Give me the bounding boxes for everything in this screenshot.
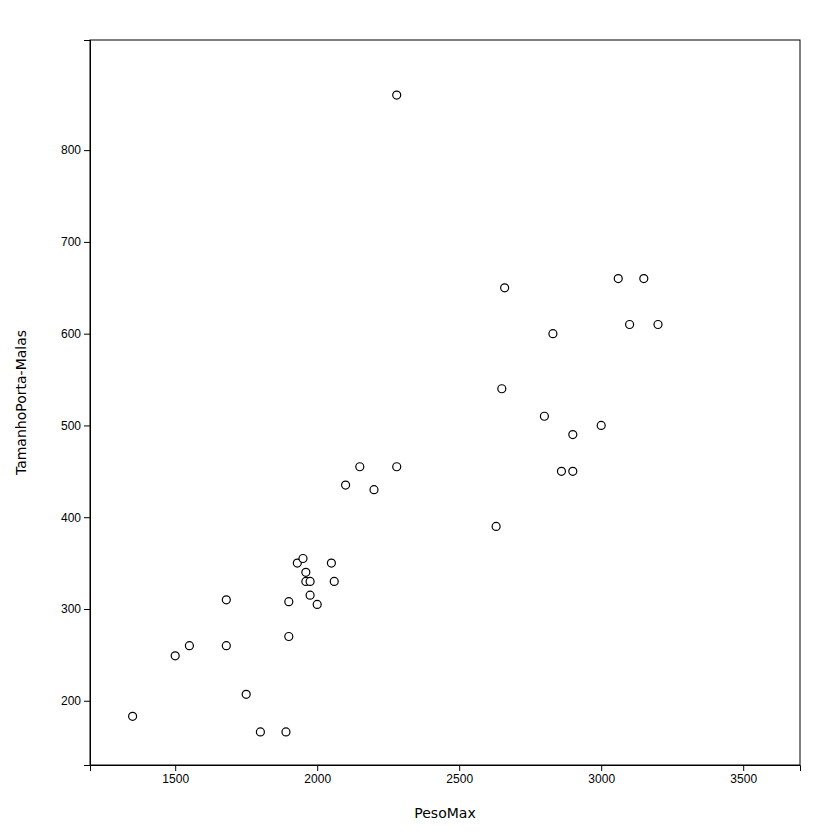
point bbox=[313, 600, 321, 608]
point bbox=[306, 591, 314, 599]
point bbox=[285, 633, 293, 641]
point bbox=[557, 467, 565, 475]
plot-frame bbox=[90, 40, 800, 765]
point bbox=[327, 559, 335, 567]
point bbox=[569, 467, 577, 475]
point bbox=[654, 320, 662, 328]
tick-mark bbox=[743, 765, 744, 771]
point bbox=[302, 568, 310, 576]
tick: 3500 bbox=[730, 765, 757, 786]
point bbox=[282, 728, 290, 736]
tick-label: 300 bbox=[61, 602, 81, 616]
tick-label: 400 bbox=[61, 511, 81, 525]
point bbox=[299, 555, 307, 563]
tick-label: 500 bbox=[61, 419, 81, 433]
point bbox=[342, 481, 350, 489]
point bbox=[242, 690, 250, 698]
point bbox=[222, 596, 230, 604]
point bbox=[540, 412, 548, 420]
points bbox=[129, 91, 662, 736]
x-axis: 1500 2000 2500 3000 3500 bbox=[91, 765, 801, 786]
chart: 1500 2000 2500 3000 3500 200 300 400 500 600 700 80… bbox=[0, 0, 840, 840]
tick: 200 bbox=[61, 694, 90, 708]
point bbox=[614, 275, 622, 283]
tick-label: 800 bbox=[61, 143, 81, 157]
tick-mark bbox=[175, 765, 176, 771]
point bbox=[640, 275, 648, 283]
tick-mark bbox=[317, 765, 318, 771]
tick-mark bbox=[84, 242, 90, 243]
tick-label: 200 bbox=[61, 694, 81, 708]
tick-label: 2500 bbox=[446, 772, 473, 786]
tick-mark bbox=[84, 517, 90, 518]
tick-label: 1500 bbox=[162, 772, 189, 786]
x-axis-title: PesoMax bbox=[414, 805, 475, 821]
point bbox=[597, 421, 605, 429]
tick-mark bbox=[459, 765, 460, 771]
tick: 500 bbox=[61, 419, 90, 433]
point bbox=[393, 91, 401, 99]
tick: 1500 bbox=[162, 765, 189, 786]
point bbox=[626, 320, 634, 328]
point bbox=[171, 652, 179, 660]
point bbox=[569, 431, 577, 439]
tick: 300 bbox=[61, 602, 90, 616]
point bbox=[393, 463, 401, 471]
tick-label: 2000 bbox=[304, 772, 331, 786]
plot-area: 1500 2000 2500 3000 3500 200 300 400 500 600 700 80… bbox=[61, 40, 801, 786]
tick-label: 600 bbox=[61, 327, 81, 341]
point bbox=[222, 642, 230, 650]
tick-mark bbox=[84, 701, 90, 702]
point bbox=[185, 642, 193, 650]
tick-mark bbox=[84, 609, 90, 610]
tick: 2000 bbox=[304, 765, 331, 786]
tick-mark bbox=[84, 425, 90, 426]
tick-label: 700 bbox=[61, 235, 81, 249]
tick: 2500 bbox=[446, 765, 473, 786]
tick: 800 bbox=[61, 143, 90, 157]
point bbox=[285, 598, 293, 606]
point bbox=[356, 463, 364, 471]
y-axis: 200 300 400 500 600 700 800 bbox=[61, 41, 91, 766]
tick: 600 bbox=[61, 327, 90, 341]
point bbox=[549, 330, 557, 338]
axis-line bbox=[84, 41, 91, 766]
tick-label: 3500 bbox=[730, 772, 757, 786]
point bbox=[501, 284, 509, 292]
axis-line bbox=[91, 766, 801, 772]
tick-mark bbox=[84, 334, 90, 335]
tick: 3000 bbox=[588, 765, 615, 786]
tick: 400 bbox=[61, 511, 90, 525]
point bbox=[370, 486, 378, 494]
point bbox=[256, 728, 264, 736]
y-axis-title: TamanhoPorta-Malas bbox=[13, 330, 29, 476]
tick-mark bbox=[601, 765, 602, 771]
point bbox=[330, 577, 338, 585]
point bbox=[498, 385, 506, 393]
tick-label: 3000 bbox=[588, 772, 615, 786]
point bbox=[129, 712, 137, 720]
tick-mark bbox=[84, 150, 90, 151]
tick: 700 bbox=[61, 235, 90, 249]
point bbox=[306, 577, 314, 585]
point bbox=[492, 522, 500, 530]
